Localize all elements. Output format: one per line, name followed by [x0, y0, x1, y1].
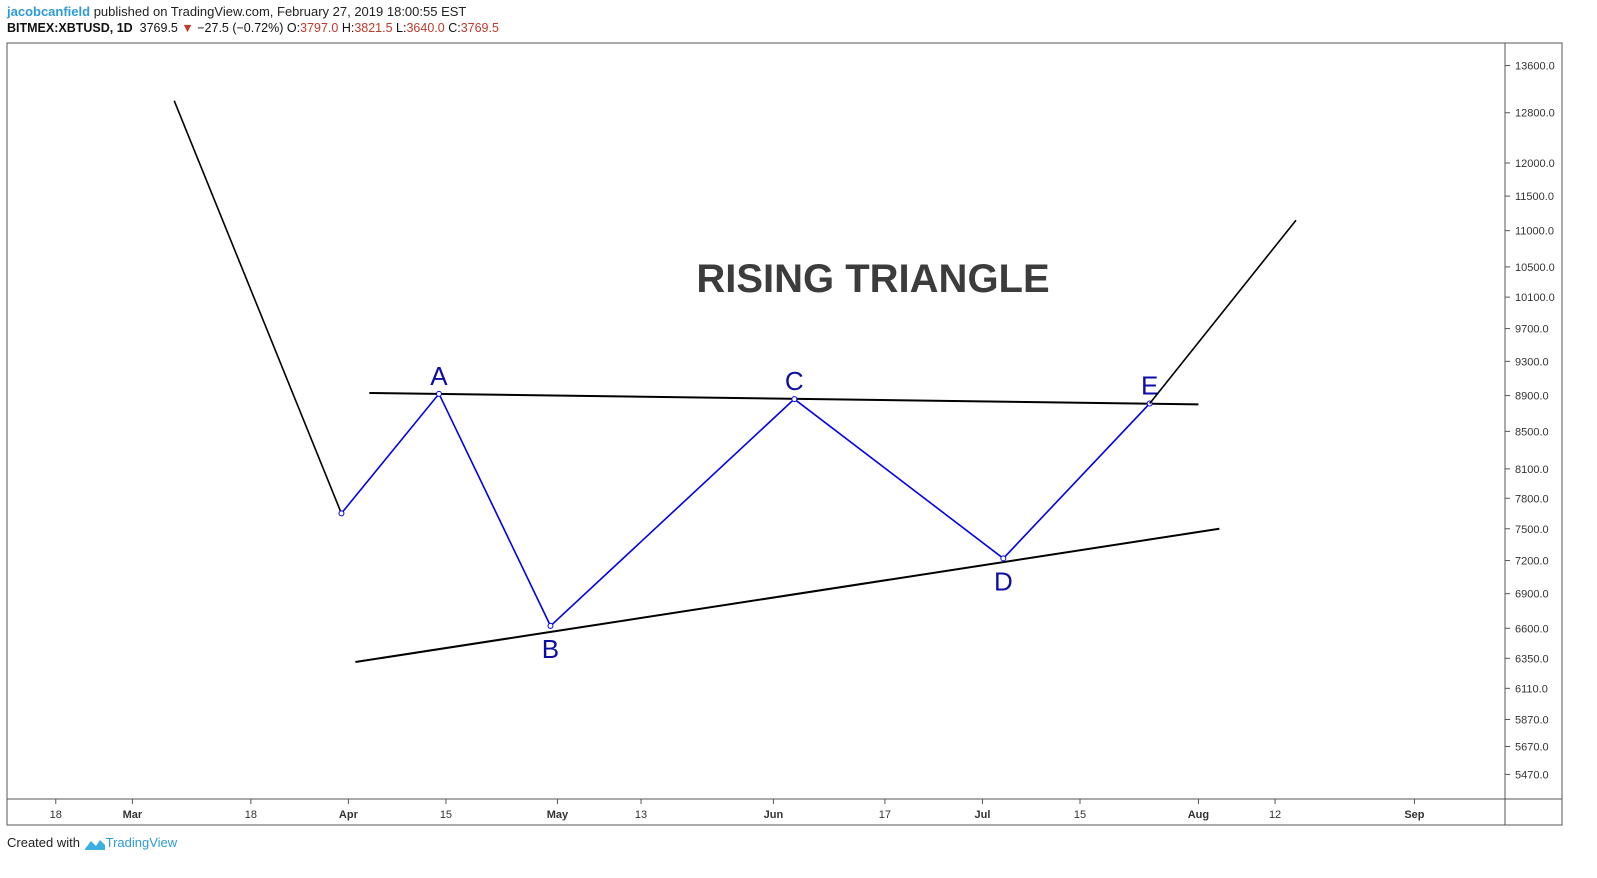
- pivot-label: D: [994, 566, 1013, 596]
- last-price: 3769.5: [139, 21, 178, 35]
- pivot-point: [435, 390, 442, 397]
- support-trendline: [355, 527, 1220, 663]
- price-change: −27.5 (−0.72%): [197, 21, 284, 35]
- down-arrow-icon: ▼: [181, 21, 194, 35]
- pivot-point: [338, 510, 345, 517]
- tradingview-logo-icon: [84, 839, 105, 850]
- x-tick-label: 13: [635, 809, 647, 821]
- pivot-label: A: [430, 361, 448, 391]
- y-tick-label: 7800.0: [1515, 493, 1549, 505]
- y-tick-label: 9300.0: [1515, 356, 1549, 368]
- high-value: 3821.5: [354, 21, 393, 35]
- y-tick-label: 6600.0: [1515, 623, 1549, 635]
- x-tick-label: 18: [245, 809, 257, 821]
- symbol-info: BITMEX:XBTUSD, 1D 3769.5 ▼ −27.5 (−0.72%…: [7, 21, 499, 35]
- y-tick-label: 7200.0: [1515, 556, 1549, 568]
- x-tick-label: Jun: [764, 809, 784, 821]
- low-label: L:: [396, 21, 407, 35]
- y-tick-label: 10500.0: [1515, 262, 1555, 274]
- pivot-label: E: [1141, 370, 1158, 400]
- series-line-0: [173, 100, 343, 514]
- y-tick-label: 5470.0: [1515, 769, 1549, 781]
- publish-text: published on TradingView.com, February 2…: [90, 4, 467, 19]
- x-tick-label: Mar: [123, 809, 143, 821]
- y-tick-label: 7500.0: [1515, 524, 1549, 536]
- x-tick-label: May: [547, 809, 569, 821]
- y-tick-label: 8500.0: [1515, 426, 1549, 438]
- pivot-label: B: [542, 634, 559, 664]
- x-tick-label: Aug: [1188, 809, 1209, 821]
- tradingview-brand[interactable]: TradingView: [105, 835, 178, 850]
- high-label: H:: [341, 21, 355, 35]
- pivot-point: [791, 396, 798, 403]
- resistance-trendline: [369, 391, 1199, 406]
- chart-title: RISING TRIANGLE: [696, 257, 1049, 301]
- created-with-text: Created with: [7, 835, 80, 850]
- y-tick-label: 8900.0: [1515, 391, 1549, 403]
- y-tick-label: 9700.0: [1515, 324, 1549, 336]
- series-line-1: [340, 392, 1151, 628]
- x-tick-label: 12: [1269, 809, 1281, 821]
- x-tick-label: Sep: [1404, 809, 1424, 821]
- y-tick-label: 10100.0: [1515, 292, 1555, 304]
- x-tick-label: 18: [50, 809, 62, 821]
- series-line-2: [1149, 219, 1297, 404]
- y-tick-label: 6110.0: [1515, 683, 1548, 695]
- y-tick-label: 8100.0: [1515, 464, 1549, 476]
- x-tick-label: 15: [440, 809, 452, 821]
- y-tick-label: 12000.0: [1515, 158, 1555, 170]
- y-tick-label: 6900.0: [1515, 589, 1549, 601]
- author-link[interactable]: jacobcanfield: [7, 4, 91, 19]
- y-tick-label: 11500.0: [1515, 191, 1554, 203]
- chart-pane-border: [6, 42, 1563, 826]
- open-label: O:: [286, 21, 301, 35]
- y-tick-label: 12800.0: [1515, 108, 1555, 120]
- footer: Created with TradingView: [7, 835, 177, 851]
- publish-info: jacobcanfield published on TradingView.c…: [7, 4, 466, 19]
- x-tick-label: 17: [879, 809, 891, 821]
- pivot-point: [1000, 555, 1007, 562]
- low-value: 3640.0: [406, 21, 445, 35]
- pivot-label: C: [785, 366, 804, 396]
- symbol-label: BITMEX:XBTUSD, 1D: [7, 21, 133, 35]
- pivot-point: [547, 622, 554, 629]
- open-value: 3797.0: [300, 21, 339, 35]
- y-tick-label: 13600.0: [1515, 61, 1555, 73]
- y-tick-label: 11000.0: [1515, 226, 1554, 238]
- x-tick-label: Apr: [339, 809, 359, 821]
- close-label: C:: [448, 21, 461, 35]
- y-tick-label: 6350.0: [1515, 653, 1549, 665]
- close-value: 3769.5: [460, 21, 499, 35]
- y-tick-label: 5870.0: [1515, 714, 1549, 726]
- x-tick-label: Jul: [974, 809, 990, 821]
- y-tick-label: 5670.0: [1515, 741, 1549, 753]
- x-tick-label: 15: [1074, 809, 1086, 821]
